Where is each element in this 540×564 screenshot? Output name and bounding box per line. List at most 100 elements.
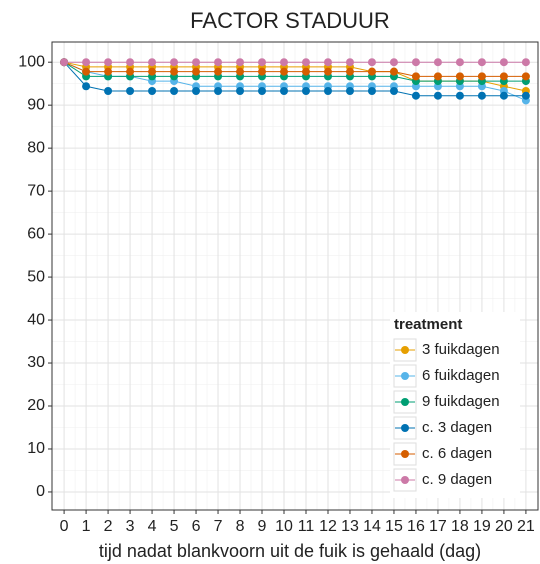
data-point: [433, 58, 442, 67]
legend-dot: [401, 424, 409, 432]
y-tick-label: 100: [18, 53, 45, 70]
legend-dot: [401, 372, 409, 380]
data-point: [280, 67, 289, 76]
data-point: [477, 58, 486, 67]
x-tick-label: 3: [126, 518, 135, 535]
legend-dot: [401, 346, 409, 354]
data-point: [148, 86, 157, 95]
y-tick-label: 40: [27, 311, 45, 328]
data-point: [411, 58, 420, 67]
data-point: [236, 58, 245, 67]
data-point: [345, 86, 354, 95]
data-point: [258, 58, 267, 67]
legend-dot: [401, 476, 409, 484]
legend-label: c. 9 dagen: [422, 471, 492, 488]
data-point: [455, 91, 464, 100]
plot-border: [51, 41, 539, 511]
data-point: [170, 67, 179, 76]
x-tick-label: 8: [236, 518, 245, 535]
data-point: [170, 86, 179, 95]
x-tick-label: 18: [451, 518, 469, 535]
x-tick-label: 1: [82, 518, 91, 535]
x-axis-label: tijd nadat blankvoorn uit de fuik is geh…: [99, 541, 481, 561]
x-tick-label: 17: [429, 518, 447, 535]
legend-label: c. 3 dagen: [422, 419, 492, 436]
data-point: [104, 58, 113, 67]
data-point: [148, 58, 157, 67]
series-line: [63, 61, 526, 77]
y-tick-label: 0: [36, 483, 45, 500]
data-point: [477, 72, 486, 81]
y-tick-label: 30: [27, 354, 45, 371]
data-point: [521, 91, 530, 100]
data-point: [192, 86, 201, 95]
data-point: [214, 58, 223, 67]
y-tick-label: 20: [27, 397, 45, 414]
legend-label: c. 6 dagen: [422, 445, 492, 462]
data-point: [521, 72, 530, 81]
y-tick-label: 90: [27, 96, 45, 113]
x-tick-label: 0: [60, 518, 69, 535]
legend-label: 9 fuikdagen: [422, 393, 500, 410]
data-point: [323, 86, 332, 95]
data-point: [367, 67, 376, 76]
data-point: [104, 67, 113, 76]
x-tick-label: 11: [298, 518, 315, 535]
data-point: [126, 86, 135, 95]
x-tick-label: 15: [385, 518, 403, 535]
data-point: [411, 91, 420, 100]
x-tick-label: 6: [192, 518, 201, 535]
data-point: [389, 86, 398, 95]
x-tick-label: 10: [275, 518, 293, 535]
data-point: [455, 72, 464, 81]
y-tick-label: 60: [27, 225, 45, 242]
data-point: [258, 67, 267, 76]
x-tick-label: 16: [407, 518, 425, 535]
data-point: [521, 58, 530, 67]
data-point: [433, 91, 442, 100]
data-point: [280, 58, 289, 67]
data-point: [126, 67, 135, 76]
x-tick-label: 19: [473, 518, 491, 535]
data-point: [499, 91, 508, 100]
legend-label: 3 fuikdagen: [422, 341, 500, 358]
data-point: [82, 58, 91, 67]
data-point: [499, 72, 508, 81]
data-point: [126, 58, 135, 67]
data-point: [104, 86, 113, 95]
data-point: [345, 67, 354, 76]
legend-dot: [401, 398, 409, 406]
legend-title: treatment: [394, 316, 462, 333]
data-point: [499, 58, 508, 67]
data-point: [323, 58, 332, 67]
data-point: [280, 86, 289, 95]
data-point: [345, 58, 354, 67]
data-point: [477, 91, 486, 100]
y-tick-label: 70: [27, 182, 45, 199]
y-tick-label: 10: [27, 440, 45, 457]
x-tick-label: 20: [495, 518, 513, 535]
data-point: [301, 58, 310, 67]
data-point: [258, 86, 267, 95]
series-line: [63, 61, 526, 97]
x-tick-label: 14: [363, 518, 381, 535]
x-tick-label: 5: [170, 518, 179, 535]
data-point: [455, 58, 464, 67]
data-point: [367, 58, 376, 67]
data-point: [323, 67, 332, 76]
data-point: [170, 58, 179, 67]
data-point: [411, 72, 420, 81]
x-tick-label: 13: [341, 518, 359, 535]
data-point: [301, 67, 310, 76]
x-tick-label: 7: [214, 518, 223, 535]
legend-dot: [401, 450, 409, 458]
data-point: [433, 72, 442, 81]
chart-title: FACTOR STADUUR: [190, 8, 390, 33]
legend-label: 6 fuikdagen: [422, 367, 500, 384]
data-point: [301, 86, 310, 95]
data-point: [60, 58, 69, 67]
x-tick-label: 4: [148, 518, 157, 535]
data-point: [236, 86, 245, 95]
data-point: [82, 82, 91, 91]
